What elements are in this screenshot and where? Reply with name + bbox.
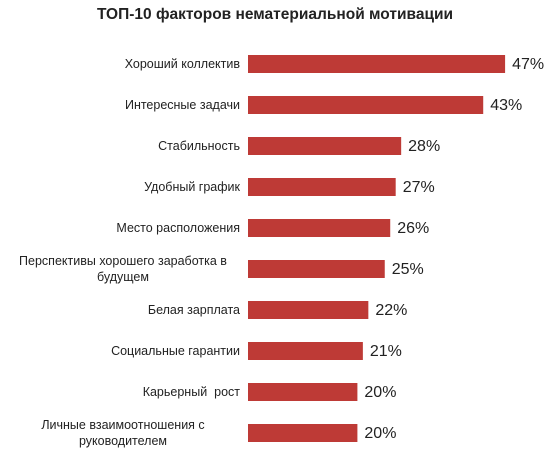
bar xyxy=(248,342,363,360)
bar xyxy=(248,137,402,155)
bar xyxy=(248,301,369,319)
value-label: 21% xyxy=(370,343,402,360)
value-label: 20% xyxy=(364,384,396,401)
category-label: Личные взаимоотношения с руководителем xyxy=(41,418,209,448)
value-label: 43% xyxy=(490,97,522,114)
value-label: 26% xyxy=(397,220,429,237)
value-label: 47% xyxy=(512,56,544,73)
category-label: Интересные задачи xyxy=(124,98,240,112)
category-label: Социальные гарантии xyxy=(111,344,240,358)
category-label: Перспективы хорошего заработка в будущем xyxy=(19,254,231,284)
value-label: 28% xyxy=(408,138,440,155)
value-label: 25% xyxy=(392,261,424,278)
bar xyxy=(248,383,358,401)
category-label: Место расположения xyxy=(116,221,240,235)
bar xyxy=(248,55,506,73)
category-label: Стабильность xyxy=(158,139,240,153)
bar xyxy=(248,219,391,237)
category-label: Хороший коллектив xyxy=(124,57,240,71)
bar xyxy=(248,260,385,278)
bar xyxy=(248,178,396,196)
category-label: Карьерный рост xyxy=(142,385,240,399)
category-label: Белая зарплата xyxy=(147,303,240,317)
value-label: 22% xyxy=(375,302,407,319)
category-label: Удобный график xyxy=(144,180,240,194)
bar xyxy=(248,424,358,442)
bar xyxy=(248,96,484,114)
value-label: 27% xyxy=(403,179,435,196)
chart-title: ТОП-10 факторов нематериальной мотивации xyxy=(96,6,454,23)
value-label: 20% xyxy=(364,425,396,442)
